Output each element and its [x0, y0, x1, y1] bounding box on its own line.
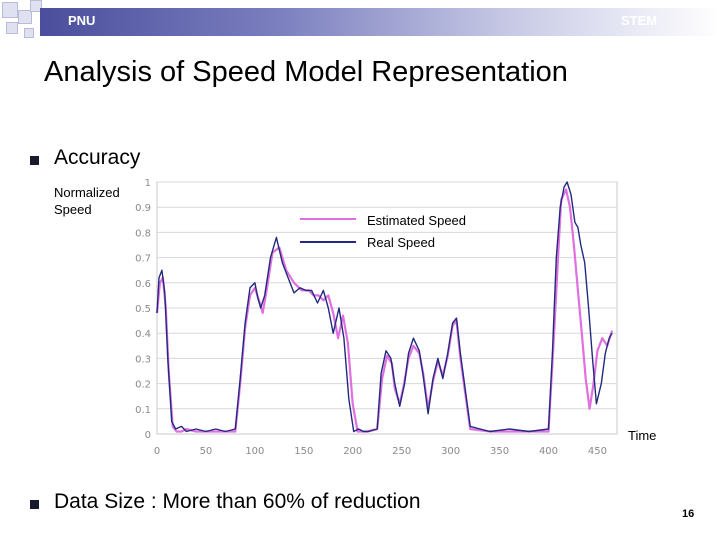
y-tick-label: 0.8: [135, 228, 151, 239]
y-tick-label: 0.2: [135, 380, 151, 391]
chart-x-axis-label: Time: [628, 428, 657, 443]
x-tick-label: 250: [392, 446, 411, 457]
header-left-label: PNU: [68, 13, 96, 28]
x-tick-label: 50: [200, 446, 213, 457]
x-tick-label: 100: [245, 446, 264, 457]
page-number: 16: [682, 508, 695, 520]
legend-estimated-label: Estimated Speed: [367, 213, 466, 228]
y-tick-label: 0.5: [135, 304, 151, 315]
header-bar: [40, 8, 720, 36]
x-tick-label: 200: [343, 446, 362, 457]
y-tick-labels: 0 0.1 0.2 0.3 0.4 0.5 0.6 0.7 0.8 0.9 1: [135, 178, 151, 441]
y-tick-label: 0.4: [135, 329, 151, 340]
deco-square: [2, 2, 18, 18]
gridlines: [157, 181, 617, 410]
y-tick-label: 0.3: [135, 354, 151, 365]
bullet-accuracy: Accuracy: [54, 146, 141, 169]
x-tick-label: 350: [490, 446, 509, 457]
legend-real-label: Real Speed: [367, 235, 435, 250]
y-tick-label: 0.9: [135, 203, 151, 214]
deco-square: [18, 10, 32, 24]
y-tick-label: 0.1: [135, 405, 151, 416]
slide-title: Analysis of Speed Model Representation: [44, 56, 568, 88]
x-tick-label: 400: [539, 446, 558, 457]
header-right-label: STEM: [621, 13, 658, 28]
x-tick-label: 300: [441, 446, 460, 457]
deco-square: [24, 28, 34, 38]
x-tick-labels: 0 50 100 150 200 250 300 350 400 450: [154, 446, 607, 457]
series-lines: [155, 181, 614, 433]
deco-square: [30, 0, 42, 12]
y-tick-label: 0: [145, 430, 151, 441]
y-tick-label: 0.6: [135, 279, 151, 290]
decorative-squares: [0, 0, 60, 44]
real-speed-line: [156, 181, 613, 433]
x-tick-label: 450: [588, 446, 607, 457]
y-tick-label: 1: [145, 178, 151, 189]
bullet-data-size: Data Size : More than 60% of reduction: [54, 490, 421, 513]
chart-y-axis-label: Normalized Speed: [54, 185, 120, 217]
deco-square: [6, 22, 18, 34]
x-tick-label: 150: [294, 446, 313, 457]
y-tick-label: 0.7: [135, 254, 151, 265]
bullet-square-icon: [30, 156, 39, 165]
x-tick-label: 0: [154, 446, 160, 457]
chart-legend: Estimated Speed Real Speed: [300, 213, 466, 250]
bullet-square-icon: [30, 500, 39, 509]
